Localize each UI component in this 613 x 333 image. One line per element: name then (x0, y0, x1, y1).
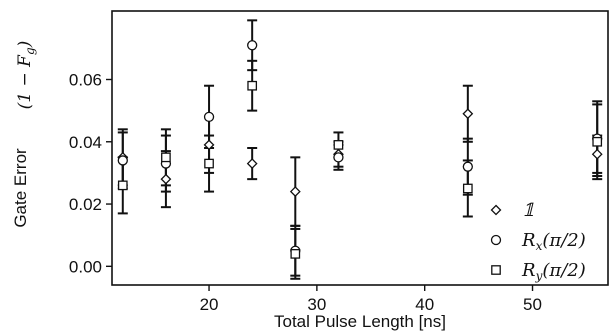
diamond-marker (246, 158, 258, 169)
square-marker (592, 136, 603, 147)
legend-label-main: R (521, 260, 536, 281)
legend-square-marker (491, 265, 501, 275)
circle-marker (462, 161, 473, 172)
y-tick-label: 0.02 (69, 195, 102, 214)
legend-label-sub: y (535, 269, 543, 283)
square-marker (290, 249, 301, 259)
legend-diamond-marker (490, 204, 502, 216)
x-axis-label: Total Pulse Length [ns] (274, 312, 446, 331)
diamond-marker (289, 186, 301, 198)
legend: 𝟙Rx(π/2)Ry(π/2) (490, 200, 586, 283)
circle-marker (117, 155, 128, 166)
y-tick-label: 0.00 (69, 257, 102, 276)
legend-label: Rx(π/2) (521, 230, 586, 253)
x-tick-label: 20 (200, 295, 219, 314)
legend-circle-marker (490, 234, 502, 246)
x-tick-label: 30 (307, 295, 326, 314)
legend-label-main: 𝟙 (522, 200, 535, 221)
y-axis-math-label: (1 − Fg) (15, 41, 37, 110)
diamond-marker (203, 139, 215, 151)
square-marker (117, 180, 128, 191)
x-axis-ticks: 20 30 40 50 (200, 285, 542, 314)
square-marker (161, 152, 171, 163)
square-marker (204, 158, 214, 169)
y-axis-label: Gate Error (11, 148, 30, 228)
y-axis-math-open: (1 − F (15, 54, 35, 110)
legend-label-main: R (521, 230, 536, 251)
square-marker (247, 80, 258, 91)
legend-label-args: (π/2) (542, 230, 585, 251)
circle-marker (203, 111, 215, 123)
y-tick-label: 0.06 (69, 71, 102, 90)
y-axis-ticks: 0.00 0.02 0.04 0.06 (69, 71, 112, 276)
y-tick-label: 0.04 (69, 133, 102, 152)
circle-marker (247, 40, 258, 51)
y-axis-math-sub: g (23, 47, 37, 55)
x-tick-label: 40 (415, 295, 434, 314)
plot-marks (117, 19, 603, 280)
diamond-marker (591, 148, 603, 160)
square-marker (333, 140, 344, 150)
square-marker (462, 183, 473, 194)
y-axis-math-close: ) (15, 41, 35, 49)
legend-label-sub: x (536, 239, 543, 253)
legend-label-args: (π/2) (542, 260, 585, 281)
legend-label: 𝟙 (522, 200, 535, 221)
circle-marker (333, 152, 344, 163)
legend-label: Ry(π/2) (521, 260, 586, 283)
diamond-marker (160, 173, 172, 185)
x-tick-label: 50 (523, 295, 542, 314)
diamond-marker (462, 108, 474, 120)
plot-frame (111, 10, 609, 286)
